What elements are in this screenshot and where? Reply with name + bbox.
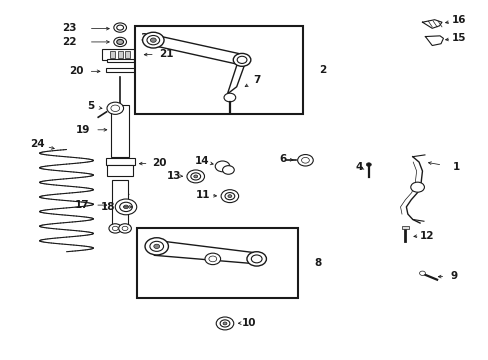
Circle shape	[142, 32, 163, 48]
Text: 21: 21	[159, 49, 173, 59]
Circle shape	[204, 253, 220, 265]
Circle shape	[190, 173, 200, 180]
Text: 6: 6	[278, 154, 285, 164]
Bar	[118, 51, 122, 58]
Bar	[135, 26, 303, 114]
Circle shape	[224, 93, 235, 102]
Circle shape	[215, 161, 229, 172]
Text: 22: 22	[61, 37, 76, 47]
Text: 3: 3	[140, 33, 147, 43]
Circle shape	[114, 37, 126, 46]
Circle shape	[419, 271, 425, 275]
Text: 2: 2	[318, 65, 325, 75]
Circle shape	[223, 322, 226, 325]
Circle shape	[119, 224, 131, 233]
Circle shape	[246, 252, 266, 266]
Text: 9: 9	[449, 271, 457, 281]
Circle shape	[122, 226, 128, 230]
Bar	[401, 226, 408, 229]
Bar	[137, 228, 298, 298]
Text: 15: 15	[451, 33, 466, 43]
Circle shape	[297, 154, 313, 166]
Circle shape	[233, 53, 250, 66]
Text: 7: 7	[252, 75, 260, 85]
Circle shape	[221, 190, 238, 203]
Circle shape	[301, 157, 309, 163]
Circle shape	[410, 182, 424, 192]
Text: 4: 4	[355, 162, 362, 172]
Circle shape	[111, 105, 120, 112]
Text: 1: 1	[452, 162, 459, 172]
Circle shape	[366, 163, 370, 166]
Text: 18: 18	[101, 202, 115, 212]
Circle shape	[120, 202, 132, 212]
Circle shape	[208, 256, 216, 262]
Circle shape	[145, 238, 168, 255]
Text: 8: 8	[313, 258, 321, 268]
Circle shape	[216, 317, 233, 330]
Circle shape	[147, 36, 159, 45]
Circle shape	[222, 166, 234, 174]
Text: 16: 16	[451, 15, 466, 26]
Circle shape	[186, 170, 204, 183]
Circle shape	[150, 241, 163, 251]
Circle shape	[154, 244, 159, 248]
Text: 5: 5	[87, 102, 94, 112]
Text: 10: 10	[242, 318, 256, 328]
Circle shape	[227, 195, 231, 198]
Circle shape	[107, 102, 123, 114]
Bar	[107, 165, 133, 176]
Circle shape	[193, 175, 197, 178]
Circle shape	[115, 199, 137, 215]
Text: 11: 11	[195, 190, 210, 200]
Circle shape	[112, 226, 118, 230]
Circle shape	[109, 224, 122, 233]
Circle shape	[251, 255, 262, 263]
Circle shape	[237, 56, 246, 63]
Text: 17: 17	[75, 200, 90, 210]
Circle shape	[150, 38, 156, 42]
Bar	[105, 68, 135, 72]
Bar	[110, 51, 115, 58]
Bar	[106, 59, 134, 62]
Text: 23: 23	[61, 23, 76, 33]
Bar	[125, 51, 130, 58]
Text: 12: 12	[419, 231, 434, 240]
Text: 13: 13	[166, 171, 181, 181]
Bar	[111, 105, 129, 157]
Text: 24: 24	[30, 139, 44, 149]
Bar	[102, 49, 139, 60]
Circle shape	[123, 205, 128, 209]
Text: 19: 19	[75, 125, 90, 135]
Circle shape	[224, 193, 234, 200]
Text: 20: 20	[152, 158, 166, 168]
Circle shape	[117, 25, 123, 30]
Text: 20: 20	[69, 66, 83, 76]
Circle shape	[220, 320, 229, 327]
Circle shape	[114, 23, 126, 32]
Text: 14: 14	[194, 156, 209, 166]
Bar	[105, 158, 135, 165]
Bar	[112, 180, 128, 230]
Circle shape	[117, 40, 123, 44]
